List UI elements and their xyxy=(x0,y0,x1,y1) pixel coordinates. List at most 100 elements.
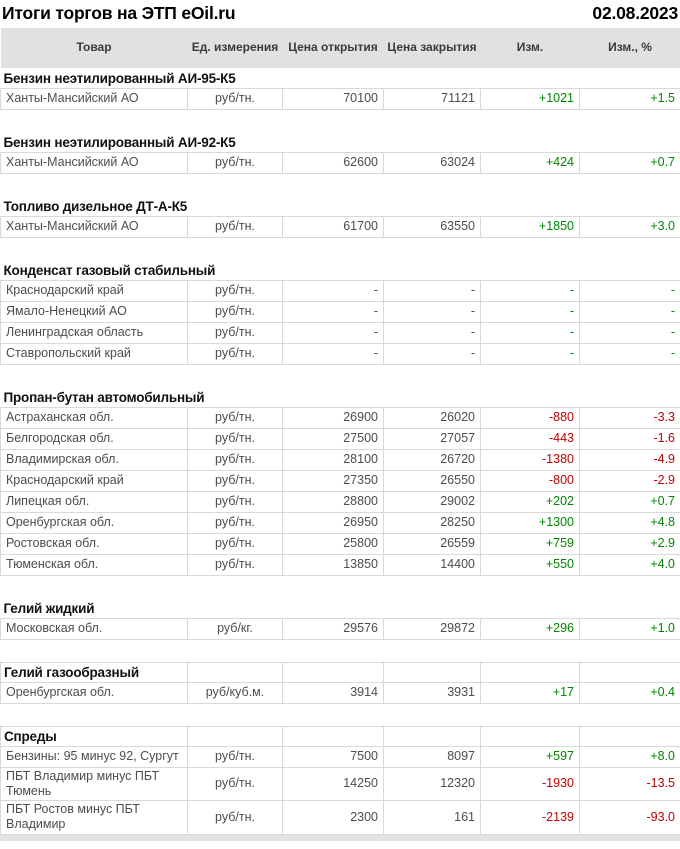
unit-cell: руб/куб.м. xyxy=(187,681,283,704)
open-price-cell: 7500 xyxy=(282,745,384,768)
close-price-cell: 28250 xyxy=(383,511,481,534)
open-price-cell: 27500 xyxy=(282,427,384,450)
unit-cell: руб/тн. xyxy=(187,151,283,174)
close-price-cell: - xyxy=(383,342,481,365)
open-price-cell: 29576 xyxy=(282,617,384,640)
product-cell: ПБТ Владимир минус ПБТ Тюмень xyxy=(0,766,188,801)
close-price-cell: 63550 xyxy=(383,215,481,238)
change-cell: -443 xyxy=(480,427,580,450)
change-pct-cell: -93.0 xyxy=(579,800,680,835)
close-price-cell: - xyxy=(383,300,481,323)
table-row: Белгородская обл. руб/тн. 27500 27057 -443 -1… xyxy=(0,427,680,450)
change-cell: +1300 xyxy=(480,511,580,534)
change-cell: +424 xyxy=(480,151,580,174)
change-pct-cell: +0.7 xyxy=(579,151,680,174)
unit-cell: руб/тн. xyxy=(187,427,283,450)
open-price-cell: 2300 xyxy=(282,800,384,835)
close-price-cell: 63024 xyxy=(383,151,481,174)
table-header: Товар Ед. измерения Цена открытия Цена закр… xyxy=(0,28,680,68)
open-price-cell: 70100 xyxy=(282,87,384,110)
change-cell: - xyxy=(480,300,580,323)
empty-cell xyxy=(480,725,580,747)
product-cell: Ханты-Мансийский АО xyxy=(0,151,188,174)
change-cell: -1930 xyxy=(480,766,580,801)
spacer-row xyxy=(0,237,680,260)
table-row: Краснодарский край руб/тн. - - - - xyxy=(0,279,680,302)
change-pct-cell: +8.0 xyxy=(579,745,680,768)
empty-cell xyxy=(187,725,283,747)
open-price-cell: 61700 xyxy=(282,215,384,238)
close-price-cell: 3931 xyxy=(383,681,481,704)
section-title: Гелий газообразный xyxy=(0,661,188,683)
close-price-cell: 29872 xyxy=(383,617,481,640)
close-price-cell: - xyxy=(383,321,481,344)
change-pct-cell: +0.7 xyxy=(579,490,680,513)
table-row: Ханты-Мансийский АО руб/тн. 61700 63550 +185… xyxy=(0,215,680,238)
column-header: Цена закрытия xyxy=(383,28,481,68)
change-pct-cell: -13.5 xyxy=(579,766,680,801)
table-row: ПБТ Ростов минус ПБТ Владимир руб/тн. 2300… xyxy=(0,800,680,835)
open-price-cell: 26950 xyxy=(282,511,384,534)
table-row: Оренбургская обл. руб/куб.м. 3914 3931 +17 +0… xyxy=(0,681,680,704)
change-cell: +597 xyxy=(480,745,580,768)
table-row: Ханты-Мансийский АО руб/тн. 62600 63024 +424… xyxy=(0,151,680,174)
unit-cell: руб/тн. xyxy=(187,745,283,768)
change-cell: -1380 xyxy=(480,448,580,471)
change-cell: -2139 xyxy=(480,800,580,835)
close-price-cell: 29002 xyxy=(383,490,481,513)
table-row: Ханты-Мансийский АО руб/тн. 70100 71121 +102… xyxy=(0,87,680,110)
change-pct-cell: -4.9 xyxy=(579,448,680,471)
open-price-cell: - xyxy=(282,342,384,365)
table-row: Ямало-Ненецкий АО руб/тн. - - - - xyxy=(0,300,680,323)
change-pct-cell: +1.5 xyxy=(579,87,680,110)
close-price-cell: 26020 xyxy=(383,406,481,429)
table-row: Московская обл. руб/кг. 29576 29872 +296 +1.0 xyxy=(0,617,680,640)
open-price-cell: 28100 xyxy=(282,448,384,471)
close-price-cell: 8097 xyxy=(383,745,481,768)
unit-cell: руб/тн. xyxy=(187,800,283,835)
empty-cell xyxy=(579,661,680,683)
product-cell: Краснодарский край xyxy=(0,469,188,492)
section-title: Конденсат газовый стабильный xyxy=(3,262,216,278)
change-pct-cell: +0.4 xyxy=(579,681,680,704)
open-price-cell: 27350 xyxy=(282,469,384,492)
product-cell: Ханты-Мансийский АО xyxy=(0,215,188,238)
unit-cell: руб/тн. xyxy=(187,279,283,302)
change-pct-cell: +2.9 xyxy=(579,532,680,555)
product-cell: ПБТ Ростов минус ПБТ Владимир xyxy=(0,800,188,835)
open-price-cell: 26900 xyxy=(282,406,384,429)
column-header: Товар xyxy=(0,28,188,68)
change-cell: -880 xyxy=(480,406,580,429)
product-cell: Владимирская обл. xyxy=(0,448,188,471)
close-price-cell: 161 xyxy=(383,800,481,835)
product-cell: Тюменская обл. xyxy=(0,553,188,576)
product-cell: Ставропольский край xyxy=(0,342,188,365)
close-price-cell: 26559 xyxy=(383,532,481,555)
empty-cell xyxy=(579,725,680,747)
change-cell: +1850 xyxy=(480,215,580,238)
spacer-row xyxy=(0,364,680,387)
section-title: Бензин неэтилированный АИ-95-К5 xyxy=(3,70,236,86)
unit-cell: руб/тн. xyxy=(187,469,283,492)
table-row: Астраханская обл. руб/тн. 26900 26020 -880 -3… xyxy=(0,406,680,429)
product-cell: Бензины: 95 минус 92, Сургут xyxy=(0,745,188,768)
spacer-row xyxy=(0,703,680,726)
section-title: Гелий жидкий xyxy=(3,600,95,616)
section-title-row: Пропан-бутан автомобильный xyxy=(1,387,680,407)
open-price-cell: 13850 xyxy=(282,553,384,576)
product-cell: Краснодарский край xyxy=(0,279,188,302)
section-title: Бензин неэтилированный АИ-92-К5 xyxy=(3,134,236,150)
spacer-row xyxy=(0,575,680,598)
close-price-cell: 27057 xyxy=(383,427,481,450)
unit-cell: руб/тн. xyxy=(187,511,283,534)
report-date: 02.08.2023 xyxy=(592,2,678,23)
product-cell: Ямало-Ненецкий АО xyxy=(0,300,188,323)
change-cell: +296 xyxy=(480,617,580,640)
open-price-cell: 25800 xyxy=(282,532,384,555)
change-pct-cell: +4.0 xyxy=(579,553,680,576)
product-cell: Белгородская обл. xyxy=(0,427,188,450)
change-cell: - xyxy=(480,342,580,365)
section-title-row: Бензин неэтилированный АИ-92-К5 xyxy=(1,132,680,152)
close-price-cell: 26550 xyxy=(383,469,481,492)
